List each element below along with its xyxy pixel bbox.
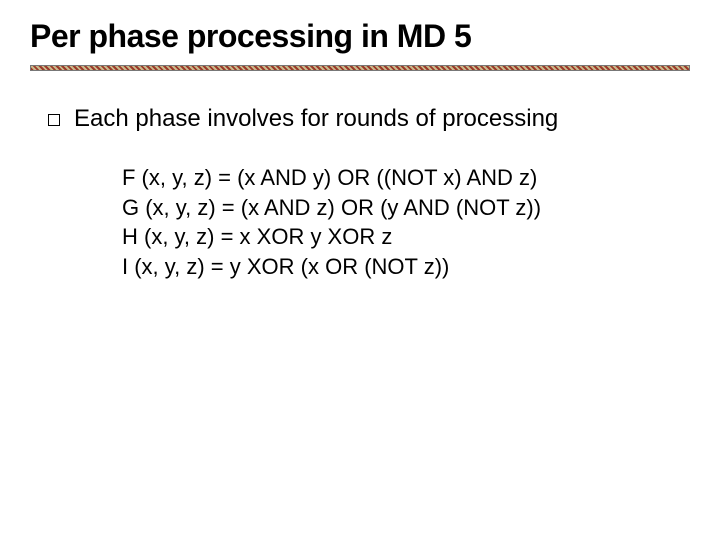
slide-title: Per phase processing in MD 5 (30, 18, 690, 55)
formula-i: I (x, y, z) = y XOR (x OR (NOT z)) (122, 252, 690, 282)
formula-g: G (x, y, z) = (x AND z) OR (y AND (NOT z… (122, 193, 690, 223)
square-bullet-icon (48, 114, 60, 126)
formula-block: F (x, y, z) = (x AND y) OR ((NOT x) AND … (122, 163, 690, 282)
bullet-item: Each phase involves for rounds of proces… (48, 105, 690, 133)
title-divider (30, 65, 690, 71)
formula-h: H (x, y, z) = x XOR y XOR z (122, 222, 690, 252)
bullet-text: Each phase involves for rounds of proces… (74, 105, 558, 133)
slide-container: Per phase processing in MD 5 Each phase … (0, 0, 720, 540)
formula-f: F (x, y, z) = (x AND y) OR ((NOT x) AND … (122, 163, 690, 193)
